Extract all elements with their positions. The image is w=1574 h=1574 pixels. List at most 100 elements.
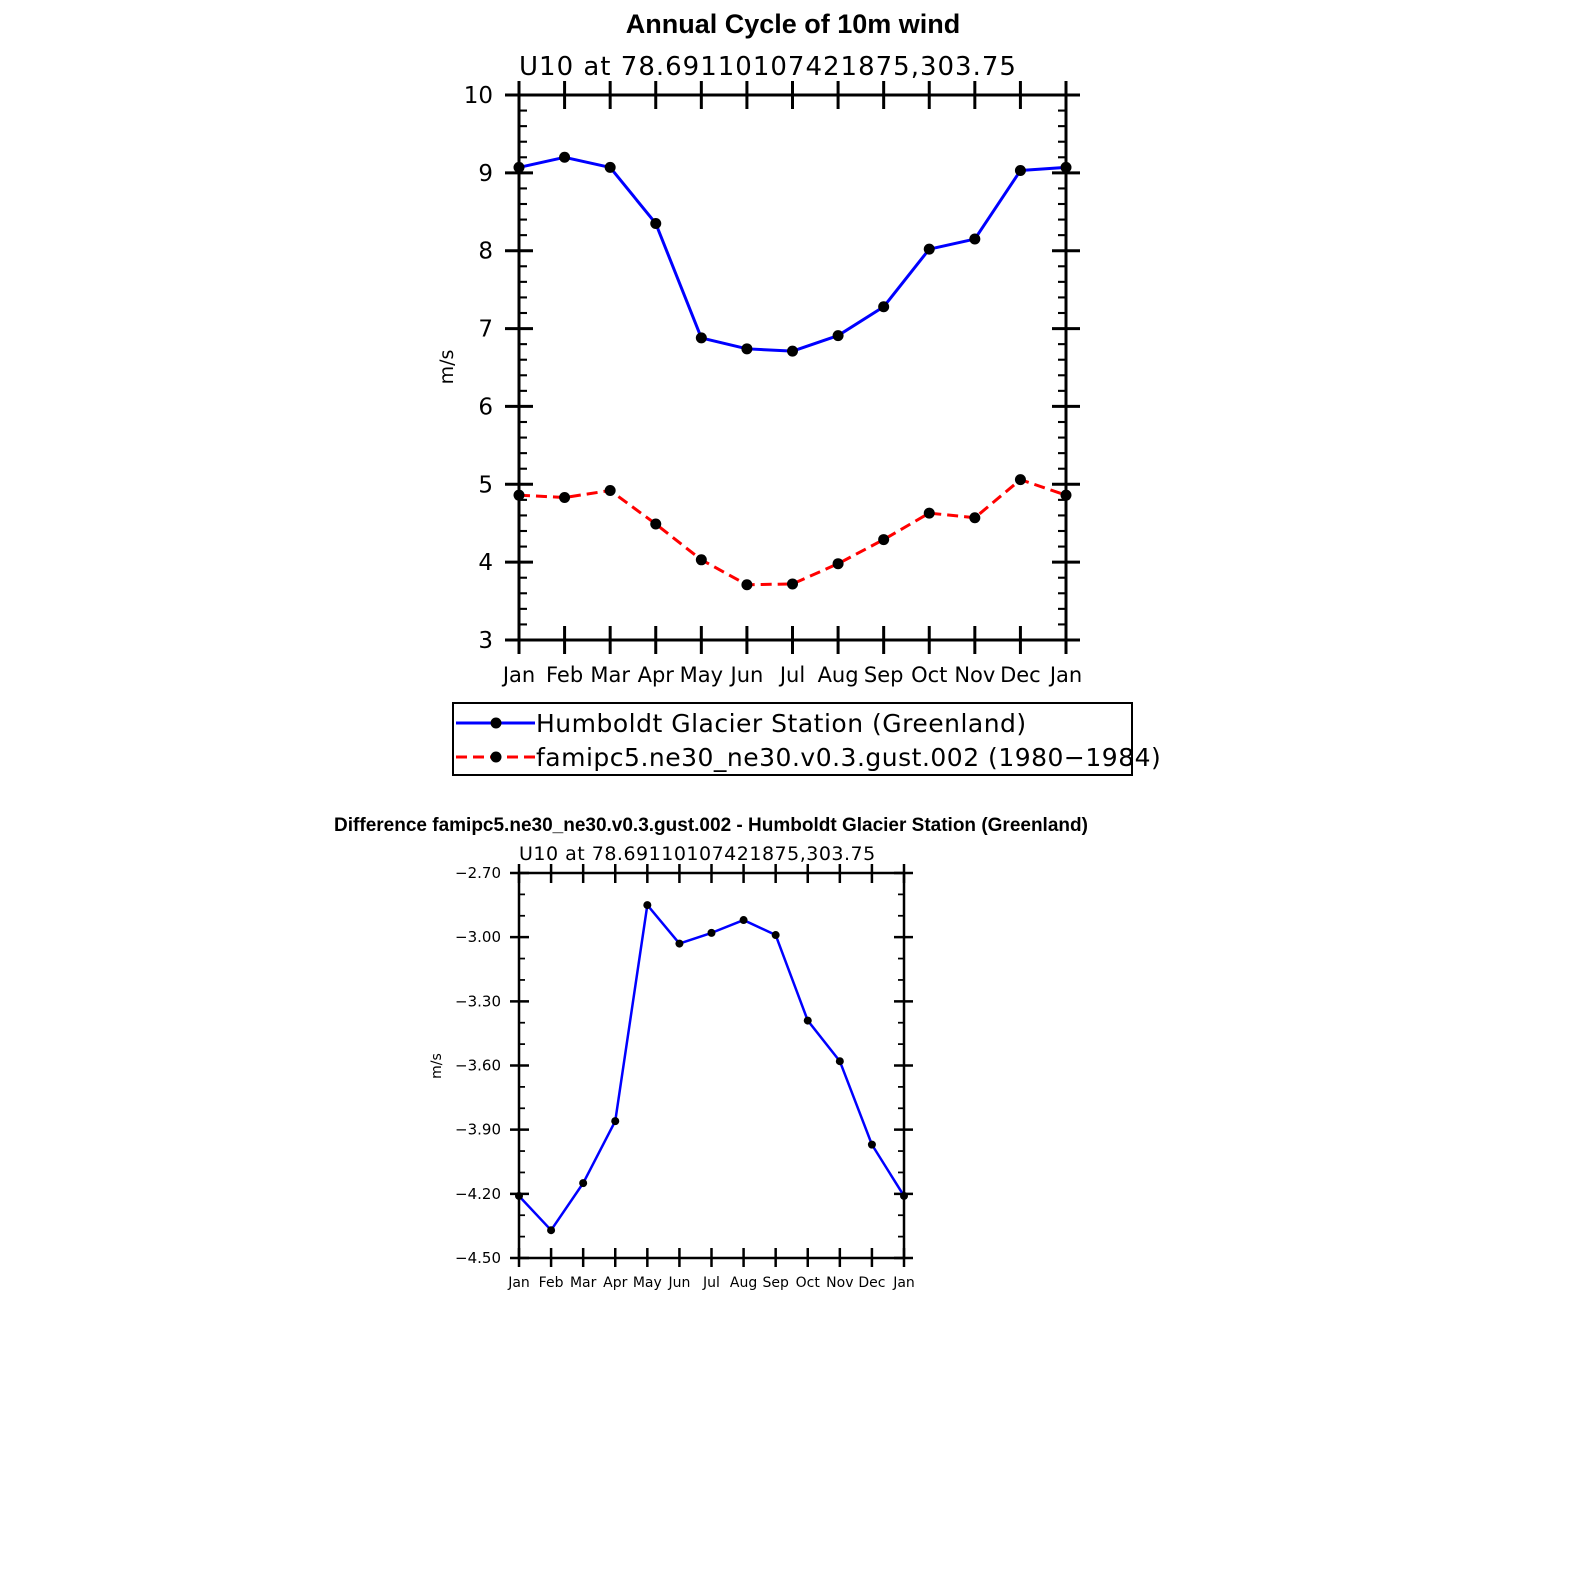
data-point (867, 1140, 876, 1149)
data-point (741, 579, 753, 591)
x-tick-label: Jun (667, 1275, 690, 1291)
series-layer (513, 151, 1072, 591)
data-point (787, 345, 798, 357)
x-tick-label: Dec (1000, 663, 1041, 687)
difference-panel: Difference famipc5.ne30_ne30.v0.3.gust.0… (334, 815, 1088, 1291)
data-point (835, 1057, 844, 1066)
difference-plot-frame (517, 871, 906, 1260)
legend-marker-station (490, 717, 502, 729)
data-point (739, 916, 748, 925)
legend-marker-model (490, 751, 502, 763)
x-tick-label: Sep (762, 1275, 789, 1291)
x-tick-label: Jan (892, 1275, 915, 1291)
x-tick-label: May (633, 1275, 662, 1291)
x-tick-label: May (680, 663, 723, 687)
x-tick-label: Oct (796, 1275, 821, 1291)
x-tick-label: Feb (546, 663, 583, 687)
y-tick-label: 3 (478, 628, 493, 654)
legend-label-station: Humboldt Glacier Station (Greenland) (536, 709, 1027, 738)
x-tick-label: Mar (570, 1275, 597, 1291)
data-point (1014, 474, 1026, 486)
x-tick-label: Apr (603, 1275, 627, 1291)
axis-ticks (505, 81, 1080, 654)
legend-label-model: famipc5.ne30_ne30.v0.3.gust.002 (1980−19… (536, 743, 1161, 772)
data-point (1014, 165, 1026, 177)
data-point (695, 332, 707, 344)
x-tick-label: Oct (911, 663, 947, 687)
data-point (923, 243, 935, 255)
x-tick-label: Mar (590, 663, 630, 687)
x-tick-label: Jan (507, 1275, 530, 1291)
x-tick-label: Sep (864, 663, 904, 687)
x-tick-label: Dec (858, 1275, 885, 1291)
data-point (643, 901, 652, 910)
data-point (611, 1117, 620, 1126)
difference-y-tick-labels: −2.70 −3.00 −3.30 −3.60 −3.90 −4.20 −4.50 (455, 864, 501, 1267)
y-tick-label: 9 (478, 161, 493, 187)
y-tick-label: 8 (478, 239, 493, 265)
x-tick-label: Nov (826, 1275, 853, 1291)
y-tick-label: 10 (464, 83, 493, 109)
y-tick-label: −3.60 (455, 1057, 501, 1075)
series-line-0 (518, 903, 906, 1232)
y-tick-label: −4.50 (455, 1249, 501, 1267)
difference-subtitle: U10 at 78.69110107421875,303.75 (519, 843, 876, 865)
difference-axis-ticks (510, 864, 913, 1267)
data-point (707, 928, 716, 937)
y-tick-labels: 10 9 8 7 6 5 4 3 (464, 83, 493, 654)
data-point (832, 330, 844, 342)
data-point (604, 161, 616, 173)
data-point (559, 151, 571, 163)
difference-series-layer (515, 901, 908, 1235)
y-tick-label: −2.70 (455, 864, 501, 882)
y-tick-label: −4.20 (455, 1185, 501, 1203)
data-point (878, 301, 890, 313)
x-tick-label: Aug (730, 1275, 757, 1291)
data-point (878, 534, 890, 546)
y-axis-label: m/s (436, 350, 458, 385)
y-tick-label: 6 (478, 394, 493, 420)
x-tick-label: Nov (954, 663, 995, 687)
data-point (650, 518, 662, 530)
data-point (695, 554, 707, 566)
difference-y-axis-label: m/s (429, 1053, 445, 1079)
legend: Humboldt Glacier Station (Greenland) fam… (452, 702, 1161, 776)
data-point (675, 939, 684, 948)
data-point (604, 485, 616, 497)
difference-title: Difference famipc5.ne30_ne30.v0.3.gust.0… (334, 815, 1088, 836)
x-tick-label: Feb (539, 1275, 564, 1291)
series-line-0 (518, 155, 1067, 353)
data-point (650, 217, 662, 229)
data-point (579, 1179, 588, 1188)
chart-title: Annual Cycle of 10m wind (626, 9, 961, 39)
data-point (771, 931, 780, 940)
data-point (832, 558, 844, 570)
y-tick-label: −3.30 (455, 992, 501, 1010)
data-point (969, 512, 981, 524)
x-tick-label: Jan (1048, 663, 1082, 687)
y-tick-label: 5 (478, 472, 493, 498)
x-tick-label: Jan (501, 663, 535, 687)
data-point (969, 233, 981, 245)
difference-x-tick-labels: Jan Feb Mar Apr May Jun Jul Aug Sep Oct Nov Dec Jan (507, 1275, 915, 1291)
data-point (559, 492, 571, 504)
x-tick-labels: Jan Feb Mar Apr May Jun Jul Aug Sep Oct Nov Dec Jan (501, 663, 1082, 687)
legend-box (452, 702, 1133, 776)
y-tick-label: 4 (478, 550, 493, 576)
x-tick-label: Aug (818, 663, 859, 687)
data-point (803, 1016, 812, 1025)
y-tick-label: −3.00 (455, 928, 501, 946)
annual-cycle-panel: Annual Cycle of 10m wind U10 at 78.69110… (436, 9, 1161, 776)
series-line-1 (518, 478, 1067, 587)
data-point (547, 1226, 556, 1235)
y-tick-label: 7 (478, 317, 493, 343)
chart-subtitle: U10 at 78.69110107421875,303.75 (519, 52, 1017, 82)
x-tick-label: Jul (702, 1275, 720, 1291)
y-tick-label: −3.90 (455, 1121, 501, 1139)
data-point (923, 507, 935, 519)
data-point (741, 343, 753, 355)
x-tick-label: Apr (638, 663, 675, 687)
plot-frame (517, 93, 1068, 642)
x-tick-label: Jun (729, 663, 764, 687)
